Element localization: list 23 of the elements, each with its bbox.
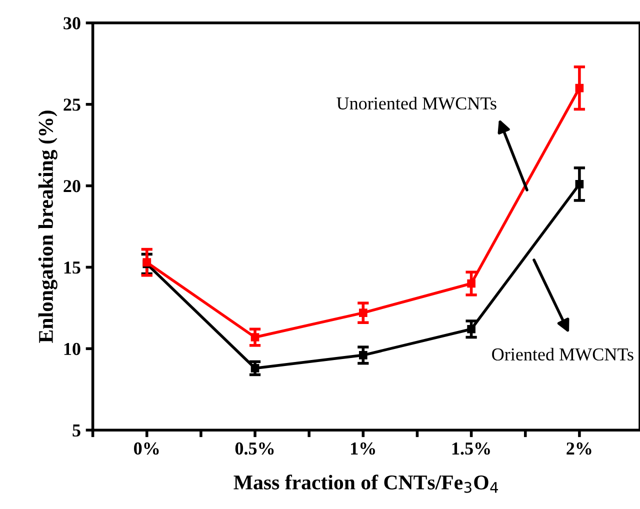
y-tick-label: 5 (72, 424, 80, 437)
annotation: Unoriented MWCNTs (336, 96, 496, 110)
point (250, 333, 260, 342)
y-axis-title: Enlongation breaking (%) (38, 110, 58, 343)
point (358, 351, 368, 360)
y-tick-label: 25 (64, 98, 80, 111)
point (467, 279, 476, 288)
point (575, 180, 584, 188)
x-tick-label: 1% (351, 442, 376, 455)
y-tick-label: 10 (64, 342, 80, 356)
y-tick-label: 20 (64, 180, 80, 192)
point (250, 364, 260, 372)
annotation: Oriented MWCNTs (492, 348, 634, 361)
point (467, 324, 476, 334)
x-tick-label: 0.5% (235, 442, 274, 455)
x-tick-label: 1.5% (452, 442, 490, 455)
x-tick-label: 2% (566, 442, 592, 455)
y-tick-label: 30 (64, 17, 80, 30)
point (575, 84, 584, 92)
y-tick-label: 15 (64, 262, 80, 274)
point (358, 308, 368, 317)
x-axis-title: Mass fraction of CNTs/Fe$_{3}$O$_{4}$ (234, 474, 498, 493)
x-tick-label: 0% (134, 442, 159, 455)
